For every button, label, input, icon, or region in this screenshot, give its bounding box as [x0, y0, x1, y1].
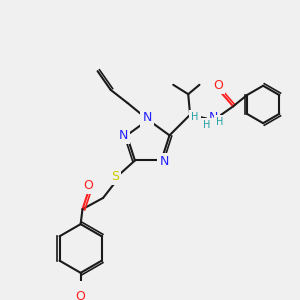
Text: H: H	[216, 117, 224, 127]
Text: O: O	[76, 290, 85, 300]
Text: O: O	[83, 179, 93, 192]
Text: O: O	[213, 79, 223, 92]
Text: N: N	[160, 155, 169, 168]
Text: N: N	[209, 111, 218, 124]
Text: H: H	[191, 112, 199, 122]
Text: N: N	[118, 129, 128, 142]
Text: N: N	[142, 112, 152, 124]
Text: S: S	[111, 170, 119, 183]
Text: H: H	[203, 120, 211, 130]
